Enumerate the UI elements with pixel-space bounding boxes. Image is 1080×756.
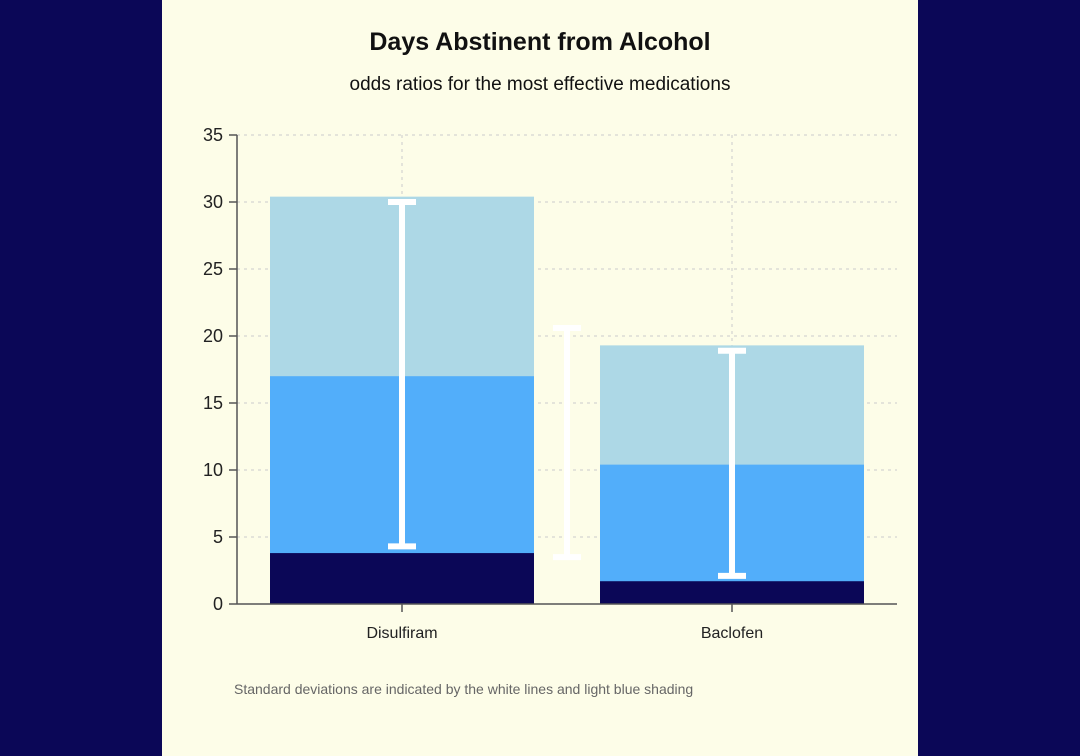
chart-panel: Days Abstinent from Alcohol odds ratios … bbox=[162, 0, 918, 756]
chart-subtitle: odds ratios for the most effective medic… bbox=[349, 74, 731, 95]
chart-footnote: Standard deviations are indicated by the… bbox=[234, 681, 694, 697]
bar-baclofen-layer-0 bbox=[600, 581, 864, 604]
y-tick-label: 30 bbox=[203, 192, 223, 212]
y-tick-label: 0 bbox=[213, 594, 223, 614]
x-tick-label-disulfiram: Disulfiram bbox=[366, 625, 437, 642]
y-tick-label: 10 bbox=[203, 460, 223, 480]
chart-title: Days Abstinent from Alcohol bbox=[369, 28, 711, 56]
y-tick-label: 25 bbox=[203, 259, 223, 279]
y-tick-label: 5 bbox=[213, 527, 223, 547]
y-tick-label: 15 bbox=[203, 393, 223, 413]
x-tick-label-baclofen: Baclofen bbox=[701, 625, 763, 642]
y-tick-label: 35 bbox=[203, 125, 223, 145]
bar-disulfiram-layer-0 bbox=[270, 553, 534, 604]
y-tick-label: 20 bbox=[203, 326, 223, 346]
bar-chart: 0 5 10 15 20 25 30 35 Disulfiram Baclofen bbox=[203, 125, 897, 642]
